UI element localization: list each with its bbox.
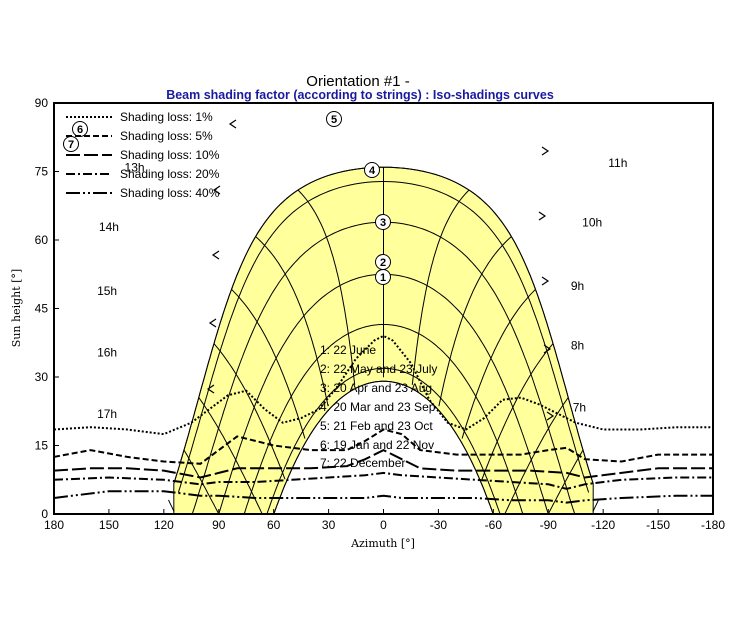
sun-path-marker-label: 5 [331,114,337,126]
sun-path-marker-label: 6 [77,124,83,136]
date-legend-5: 5: 21 Feb and 23 Oct [320,419,433,433]
legend-label-1: Shading loss: 1% [120,110,213,124]
hour-line [297,189,356,385]
x-axis-label: Azimuth [°] [350,537,415,550]
x-tick-label: 180 [44,518,64,532]
hour-labels: 13h 14h 15h 16h 17h 11h 10h 9h 8h 7h [97,156,627,421]
y-tick-label: 90 [35,96,49,110]
chart-title: Orientation #1 - [306,73,409,90]
sun-path-marker-label: 4 [369,165,376,177]
iso-curve-3 [54,448,713,479]
hour-label: 9h [571,279,584,293]
x-tick-label: -120 [591,518,615,532]
iso-curve-2 [54,428,713,465]
y-tick-label: 45 [35,302,49,316]
x-tick-label: 60 [267,518,281,532]
hour-line [548,449,584,514]
y-tick-label: 15 [35,439,49,453]
date-legend-6: 6: 19 Jan and 22 Nov [320,438,434,452]
legend-label-4: Shading loss: 20% [120,167,220,181]
hour-label: 14h [99,220,119,234]
direction-arrow [228,119,237,129]
y-axis: 0 15 30 45 60 75 90 [35,96,59,521]
x-tick-label: -90 [540,518,558,532]
iso-curve-4 [54,471,713,490]
x-axis: 180 150 120 90 60 30 0 -30 -60 -90 -120 -150 -180 [44,509,725,532]
x-tick-label: 90 [212,518,226,532]
legend-label-3: Shading loss: 10% [120,148,220,162]
direction-arrow [212,185,221,195]
direction-arrows [206,119,555,421]
direction-arrow [543,344,552,354]
x-tick-label: -150 [646,518,670,532]
chart-subtitle: Beam shading factor (according to string… [166,88,554,102]
hour-line [255,236,329,407]
sun-path-markers: 1 2 3 4 5 67 [63,111,391,285]
x-tick-label: 150 [99,518,119,532]
y-tick-label: 30 [35,370,49,384]
date-legend-4: 4: 20 Mar and 23 Sep [320,400,436,414]
sun-path-marker-5 [326,111,342,127]
hour-label: 8h [571,339,584,353]
legend-label-2: Shading loss: 5% [120,129,213,143]
sun-path-marker-3 [375,214,391,230]
sun-path-marker-4 [364,162,380,178]
sun-path-7 [272,380,495,514]
x-tick-label: 30 [322,518,336,532]
hour-line [411,189,470,385]
direction-arrow [541,276,550,286]
y-tick-label: 0 [41,507,48,521]
sun-path-marker-label: 2 [380,257,386,269]
legend-label-5: Shading loss: 40% [120,186,220,200]
hour-line [231,289,306,439]
sun-path-marker-label: 7 [68,139,74,151]
date-legend: 1: 22 June 2: 22 May and 23 July 3: 20 A… [320,343,437,470]
hour-label: 13h [125,161,145,175]
hour-label: 10h [582,215,602,229]
direction-arrow [208,318,217,328]
y-tick-label: 75 [35,165,49,179]
date-legend-2: 2: 22 May and 23 July [320,362,437,376]
sun-path-marker-label: 3 [380,217,386,229]
hour-label: 11h [608,156,627,170]
hour-line [438,236,512,407]
hour-label: 7h [573,400,586,414]
x-tick-label: 120 [154,518,174,532]
hour-line [198,397,263,514]
direction-arrow [206,384,215,394]
x-tick-label: -60 [485,518,503,532]
direction-arrow [211,250,220,260]
date-legend-3: 3: 20 Apr and 23 Aug [320,381,432,395]
y-axis-label: Sun height [°] [10,269,23,347]
hour-label: 17h [97,407,117,421]
y-tick-label: 60 [35,233,49,247]
x-tick-label: -180 [701,518,725,532]
hour-label: 15h [97,284,117,298]
hour-line [461,289,536,439]
direction-arrow [541,146,550,156]
iso-shading-curves [54,334,713,504]
hour-label: 16h [97,345,117,359]
direction-arrow [546,411,555,421]
x-tick-label: 0 [380,518,387,532]
hour-line [183,449,219,514]
hour-line [213,343,286,480]
legend: Shading loss: 1% Shading loss: 5% Shadin… [66,110,220,200]
x-tick-label: -30 [430,518,448,532]
sun-path-marker-label: 1 [380,272,386,284]
hour-line [592,499,599,512]
direction-arrow [538,211,547,221]
date-legend-1: 1: 22 June [320,343,376,357]
sun-path-marker-2 [375,254,391,270]
hour-line [168,499,175,512]
date-legend-7: 7: 22 December [320,456,405,470]
